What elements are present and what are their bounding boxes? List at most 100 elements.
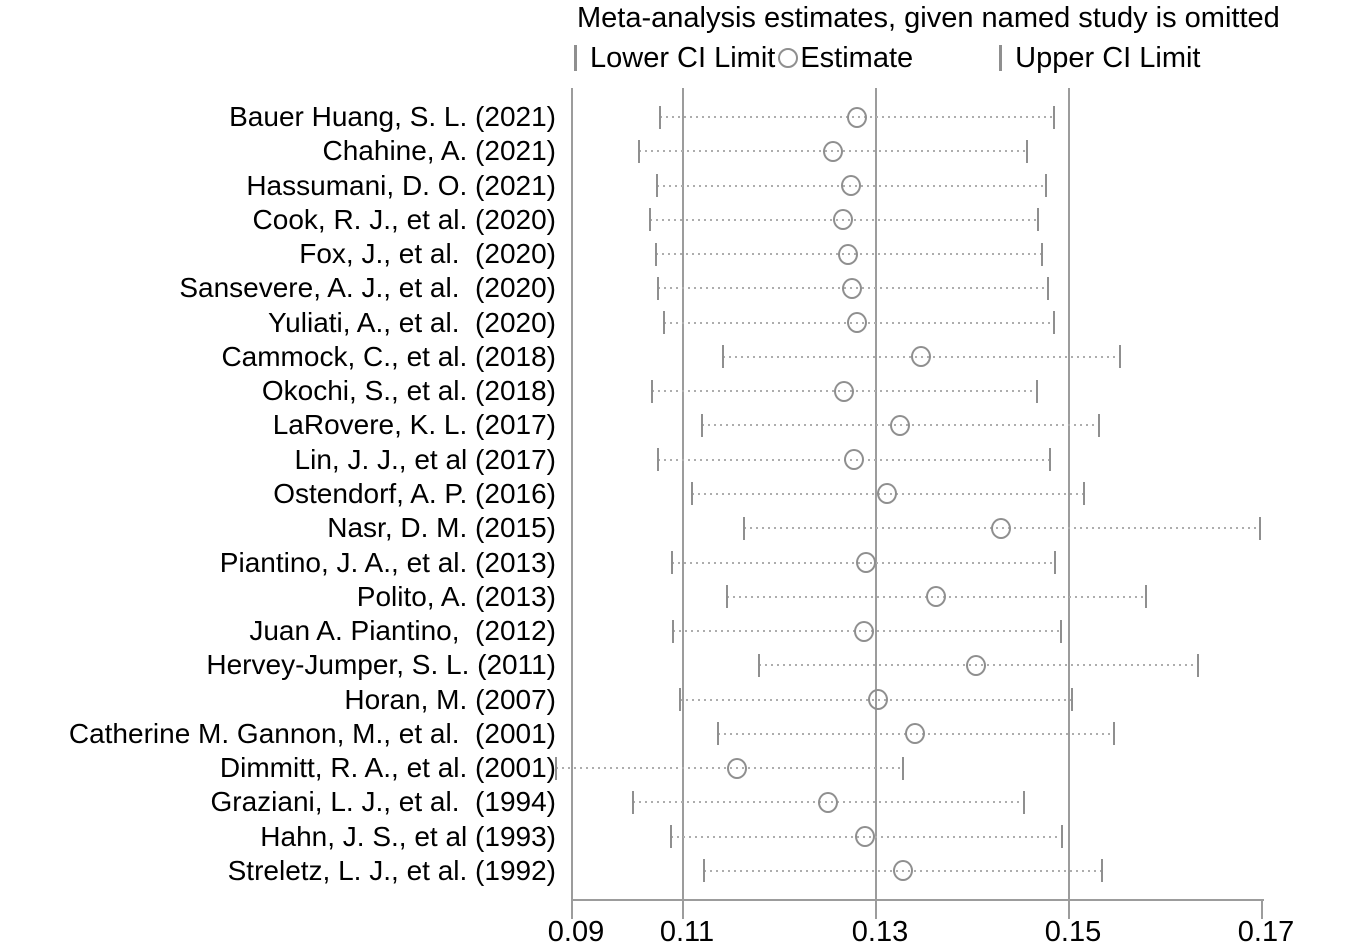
estimate-circle: [867, 689, 888, 711]
upper-ci-tick: [1119, 345, 1122, 369]
study-label: LaRovere, K. L. (2017): [272, 409, 556, 441]
estimate-circle: [833, 209, 854, 231]
study-label: Polito, A. (2013): [356, 580, 556, 612]
upper-ci-tick: [1100, 859, 1103, 883]
study-label: Nasr, D. M. (2015): [327, 512, 556, 544]
study-label: Ostendorf, A. P. (2016): [273, 477, 556, 509]
lower-ci-tick: [637, 139, 640, 163]
study-label: Chahine, A. (2021): [322, 135, 557, 167]
estimate-circle: [817, 791, 838, 813]
study-label: Cook, R. J., et al. (2020): [252, 203, 556, 235]
estimate-circle: [925, 586, 946, 608]
estimate-circle: [890, 414, 911, 436]
upper-ci-tick: [1052, 311, 1055, 335]
lower-ci-tick: [651, 379, 654, 403]
lower-ci-tick: [758, 653, 761, 677]
upper-ci-tick: [1036, 379, 1039, 403]
lower-ci-tick: [658, 105, 661, 129]
upper-ci-tick: [1070, 688, 1073, 712]
estimate-circle: [846, 312, 867, 334]
lower-ci-tick: [726, 585, 729, 609]
legend-estimate-label: Estimate: [800, 41, 914, 74]
upper-ci-tick: [902, 756, 905, 780]
x-tick-label: 0.09: [547, 916, 605, 948]
lower-ci-tick: [701, 413, 704, 437]
study-label: Graziani, L. J., et al. (1994): [210, 786, 557, 818]
y-axis-spine: [571, 88, 573, 899]
upper-ci-tick: [1025, 139, 1028, 163]
upper-ci-tick: [1046, 276, 1049, 300]
upper-ci-tick: [1037, 208, 1040, 232]
study-label: Hahn, J. S., et al (1993): [260, 820, 556, 852]
lower-ci-tick: [670, 825, 673, 849]
upper-ci-tick: [1060, 619, 1063, 643]
study-label: Lin, J. J., et al (2017): [294, 443, 556, 475]
estimate-circle: [911, 346, 932, 368]
x-tick-mark: [1068, 901, 1070, 919]
legend-upper-label: Upper CI Limit: [1015, 41, 1201, 74]
study-label: Piantino, J. A., et al. (2013): [219, 546, 556, 578]
estimate-circle: [840, 175, 861, 197]
estimate-circle: [846, 106, 867, 128]
lower-ci-tick: [654, 242, 657, 266]
chart-title: Meta-analysis estimates, given named stu…: [577, 2, 1280, 34]
x-tick-mark: [682, 901, 684, 919]
study-label: Dimmitt, R. A., et al. (2001): [219, 752, 556, 784]
legend: Lower CI Limit Estimate Upper CI Limit: [574, 40, 1200, 76]
study-label: Hassumani, D. O. (2021): [246, 169, 556, 201]
estimate-circle: [854, 620, 875, 642]
estimate-circle: [991, 517, 1012, 539]
lower-ci-tick: [716, 722, 719, 746]
estimate-circle: [855, 826, 876, 848]
lower-ci-tick: [679, 688, 682, 712]
upper-ci-tick: [1259, 516, 1262, 540]
lower-ci-tick: [662, 311, 665, 335]
lower-ci-tick: [671, 551, 674, 574]
estimate-circle: [841, 277, 862, 299]
study-label: Yuliati, A., et al. (2020): [268, 306, 556, 338]
upper-ci-tick: [1052, 105, 1055, 129]
study-label: Okochi, S., et al. (2018): [261, 375, 556, 407]
study-label: Streletz, L. J., et al. (1992): [227, 854, 556, 886]
lower-ci-tick: [631, 790, 634, 814]
lower-ci-tick: [656, 448, 659, 472]
estimate-circle: [843, 449, 864, 471]
x-tick-mark: [571, 901, 573, 919]
study-label: Sansevere, A. J., et al. (2020): [179, 272, 556, 304]
gridline: [682, 88, 684, 899]
study-label: Horan, M. (2007): [344, 683, 556, 715]
lower-ci-tick: [649, 208, 652, 232]
estimate-circle: [904, 723, 925, 745]
upper-ci-tick: [1054, 551, 1057, 574]
legend-lower-label: Lower CI Limit: [590, 41, 776, 74]
lower-ci-tick: [703, 859, 706, 883]
upper-ci-tick: [1083, 482, 1086, 506]
estimate-circle: [966, 654, 987, 676]
lower-ci-tick: [690, 482, 693, 506]
upper-ci-tick: [1044, 174, 1047, 198]
estimate-circle: [856, 552, 877, 573]
study-label: Hervey-Jumper, S. L. (2011): [206, 649, 556, 681]
upper-ci-tick: [1097, 413, 1100, 437]
estimate-circle: [822, 140, 843, 162]
estimate-circle-icon: [778, 48, 799, 68]
study-label: Bauer Huang, S. L. (2021): [229, 101, 556, 132]
estimate-circle: [893, 860, 914, 882]
estimate-circle: [876, 483, 897, 505]
lower-ci-tick: [655, 174, 658, 198]
lower-ci-tick: [742, 516, 745, 540]
x-tick-label: 0.11: [659, 916, 715, 948]
study-labels-column: Bauer Huang, S. L. (2021) Chahine, A. (20…: [0, 0, 556, 949]
upper-ci-tick: [1145, 585, 1148, 609]
study-label: Fox, J., et al. (2020): [299, 238, 556, 270]
lower-ci-tick: [554, 756, 557, 780]
lower-ci-tick: [672, 619, 675, 643]
upper-ci-tick: [1113, 722, 1116, 746]
x-tick-label: 0.13: [851, 916, 909, 948]
upper-ci-tick: [1040, 242, 1043, 266]
lower-ci-tick: [721, 345, 724, 369]
upper-ci-tick: [1197, 653, 1200, 677]
estimate-circle: [838, 243, 858, 265]
study-label: Juan A. Piantino, (2012): [249, 615, 556, 647]
